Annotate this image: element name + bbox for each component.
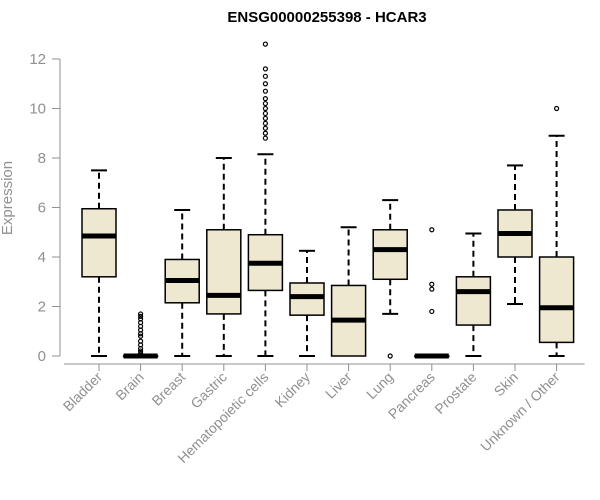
y-axis-label: Expression — [0, 161, 16, 235]
outlier-point — [138, 313, 144, 319]
outlier-point — [262, 73, 268, 79]
outlier-point — [262, 115, 268, 122]
box-pancreas — [414, 227, 450, 359]
outlier-point — [262, 130, 268, 136]
box-body — [206, 229, 242, 315]
outlier-point — [429, 286, 435, 292]
box-lung — [372, 199, 408, 359]
outlier-point — [429, 227, 435, 233]
y-tick-label: 2 — [38, 299, 46, 316]
x-tick-label: Bladder — [60, 369, 106, 415]
outlier-point — [262, 120, 268, 126]
chart-title: ENSG00000255398 - HCAR3 — [227, 9, 426, 26]
outlier-point — [262, 88, 268, 94]
x-tick-label: Unknown / Other — [477, 369, 563, 455]
outlier-point — [262, 66, 268, 72]
y-tick-label: 6 — [38, 200, 46, 217]
outlier-point — [138, 350, 144, 357]
box-body — [372, 229, 408, 281]
box-prostate — [455, 232, 492, 357]
outlier-point — [262, 135, 268, 141]
outlier-point — [262, 125, 268, 131]
box-body — [455, 276, 492, 326]
outlier-point — [553, 105, 560, 112]
outlier-point — [138, 348, 144, 354]
outlier-point — [429, 308, 435, 315]
y-axis: 0 2 4 6 8 10 12 — [29, 51, 61, 365]
plot-area — [81, 41, 575, 359]
outlier-point — [429, 281, 435, 287]
outlier-point — [262, 100, 268, 107]
box-liver — [330, 226, 367, 357]
outlier-point — [138, 311, 144, 317]
box-brain — [122, 311, 159, 359]
x-tick-label: Brain — [112, 369, 146, 403]
outlier-point — [262, 105, 268, 112]
box-gastric — [206, 157, 242, 357]
y-tick-label: 10 — [29, 101, 46, 118]
y-tick-label: 4 — [38, 249, 46, 266]
outlier-point — [138, 316, 144, 322]
x-tick-label: Prostate — [431, 369, 479, 417]
outlier-point — [262, 41, 268, 47]
x-tick-label: Skin — [491, 369, 522, 400]
box-breast — [164, 208, 200, 357]
outlier-point — [262, 110, 268, 117]
x-tick-label: Liver — [322, 369, 355, 402]
outlier-point — [262, 95, 268, 102]
box-bladder — [81, 169, 117, 357]
x-tick-label: Breast — [148, 369, 188, 409]
box-body — [81, 207, 117, 278]
x-tick-label: Lung — [363, 369, 396, 402]
y-tick-label: 8 — [38, 150, 46, 167]
y-tick-label: 12 — [29, 51, 46, 68]
box-unknown-other — [538, 105, 575, 357]
box-hematopoietic-cells — [247, 41, 284, 357]
x-tick-label: Kidney — [272, 369, 314, 411]
box-body — [538, 256, 575, 344]
outlier-point — [387, 353, 393, 359]
outlier-point — [262, 81, 268, 87]
box-skin — [497, 164, 533, 306]
outlier-point — [138, 338, 144, 344]
box-kidney — [289, 249, 325, 357]
y-tick-label: 0 — [38, 348, 46, 365]
outlier-point — [138, 333, 144, 339]
